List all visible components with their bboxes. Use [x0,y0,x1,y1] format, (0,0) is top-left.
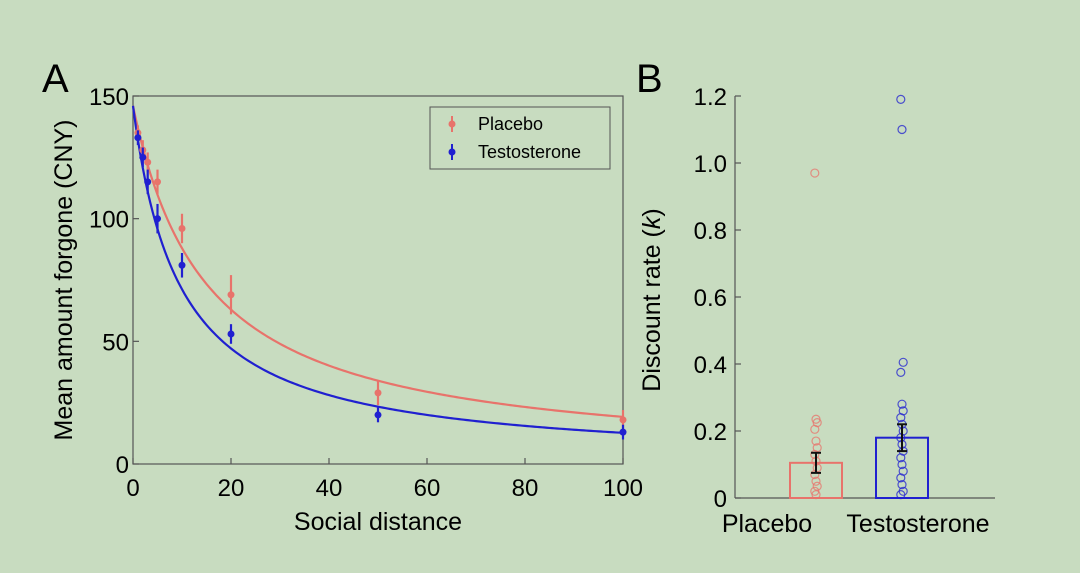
panel-b-y-axis-label: Discount rate (k) [638,208,666,391]
legend: Placebo Testosterone [429,106,611,170]
panel-a-plot-frame [132,95,624,465]
panel-b-y-tick-label: 0 [714,486,727,513]
panel-b-y-label-suffix: ) [638,208,666,216]
panel-a-y-tick-label: 0 [116,452,129,479]
data-point [144,178,152,186]
panel-b-y-tick-label: 1.0 [694,151,727,178]
individual-point [897,124,907,135]
data-point [178,261,186,269]
individual-point [810,469,820,480]
panel-a-y-tick-label: 100 [89,207,129,234]
individual-point [896,490,906,500]
panel-a-x-tick-label: 20 [218,475,245,502]
individual-point [896,413,906,423]
legend-entry-label: Placebo [478,114,543,134]
individual-point [810,449,820,460]
panel-b-label: B [636,57,663,101]
panel-b-y-label-prefix: Discount rate ( [638,228,666,391]
panel-a-x-tick-label: 60 [414,475,441,502]
individual-point [898,357,908,367]
panel-a-y-tick-label: 50 [102,329,129,356]
data-point [139,153,147,161]
individual-point [896,94,906,104]
individual-point [896,453,906,463]
panel-a-x-axis-label: Social distance [294,508,462,536]
panel-a-x-ticks: 0 20 40 60 80 100 [126,458,643,502]
legend-marker-dot [448,120,456,128]
data-point [227,291,235,299]
data-point [374,389,382,397]
individual-point [896,367,906,377]
panel-b: B 0 0.2 0.4 0.6 0.8 1.0 1.2 Placebo Testosteron… [636,57,995,538]
panel-b-y-tick-label: 0.8 [694,218,727,245]
panel-b-y-label-var: k [638,215,666,229]
panel-b-bars [789,436,929,500]
panel-b-category-labels: Placebo Testosterone [722,510,990,538]
data-point [374,411,382,419]
data-point [154,215,161,223]
individual-point [810,168,820,178]
legend-marker-dot [448,148,456,156]
data-point [178,224,186,232]
individual-point [812,481,822,491]
panel-a-x-tick-label: 40 [316,475,343,502]
individual-point [897,399,907,409]
panel-b-y-tick-label: 1.2 [694,84,727,111]
panel-a: A 0 50 100 150 0 20 40 60 80 100 Social distance… [42,57,643,536]
data-point [619,428,627,436]
individual-point [810,424,820,434]
panel-b-points [810,94,908,500]
data-point [134,134,142,142]
data-point [227,330,235,338]
individual-point [897,459,907,470]
legend-box [429,106,611,170]
panel-a-y-axis-label: Mean amount forgone (CNY) [50,120,78,441]
data-point [619,416,627,424]
panel-a-x-tick-label: 0 [126,475,139,502]
fit-curve-series-1 [131,105,624,434]
individual-point [811,490,821,500]
individual-point [811,436,821,446]
data-point [144,158,152,166]
panel-b-y-tick-label: 0.6 [694,285,727,312]
legend-entry-label: Testosterone [478,142,581,162]
panel-b-y-ticks: 0 0.2 0.4 0.6 0.8 1.0 1.2 [694,84,995,513]
category-label-testosterone: Testosterone [846,510,989,538]
panel-b-y-tick-label: 0.2 [694,419,727,446]
panel-a-x-tick-label: 100 [603,475,643,502]
panel-a-data-points [134,125,627,440]
category-label-placebo: Placebo [722,510,812,538]
individual-point [896,473,906,483]
data-point [154,178,161,186]
individual-point [811,476,821,486]
panel-a-x-tick-label: 80 [512,475,539,502]
panel-a-y-tick-label: 150 [89,84,129,111]
panel-a-label: A [42,57,69,101]
individual-point [897,480,907,490]
panel-b-y-tick-label: 0.4 [694,352,727,379]
panel-a-y-ticks: 0 50 100 150 [89,84,139,479]
individual-point [896,433,906,443]
